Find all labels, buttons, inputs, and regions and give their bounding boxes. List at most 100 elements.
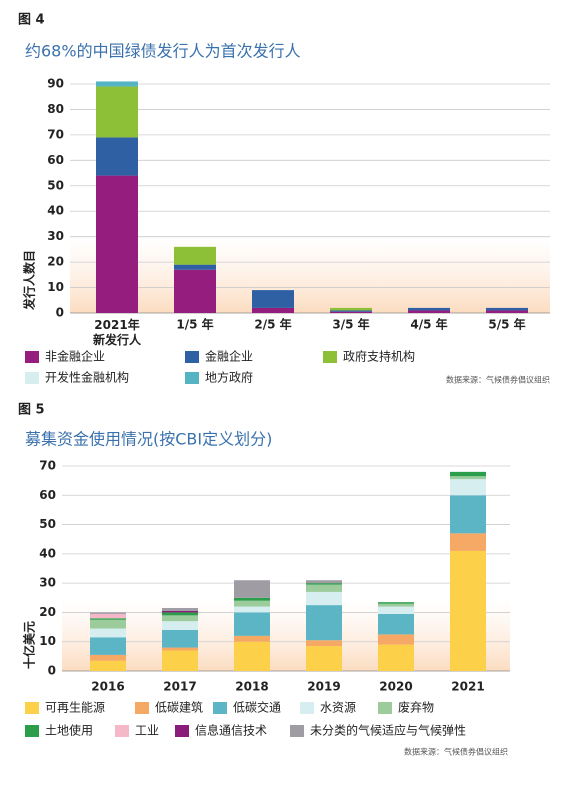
y-tick-label: 30	[39, 576, 56, 590]
bar-segment	[450, 476, 486, 480]
bar-segment	[378, 602, 414, 604]
bar-segment	[234, 641, 270, 671]
y-tick-label: 50	[47, 178, 64, 192]
legend-label: 信息通信技术	[195, 723, 267, 738]
bar-segment	[234, 612, 270, 636]
y-tick-label: 70	[39, 459, 56, 473]
legend-swatch	[300, 702, 314, 714]
legend-swatch	[290, 725, 304, 737]
bar-segment	[162, 630, 198, 648]
x-tick-label: 4/5 年	[410, 317, 447, 332]
legend-swatch	[378, 702, 392, 714]
bar-segment	[234, 600, 270, 607]
bar-segment	[450, 550, 486, 671]
bar-segment	[378, 606, 414, 614]
legend-swatch	[213, 702, 227, 714]
legend-swatch	[185, 372, 199, 384]
x-tick-label: 2017	[163, 680, 196, 694]
y-tick-label: 40	[39, 546, 56, 560]
legend-label: 土地使用	[45, 723, 93, 738]
legend-swatch	[135, 702, 149, 714]
bar-segment	[96, 175, 138, 313]
bar-segment	[450, 471, 486, 477]
bar-segment	[162, 647, 198, 651]
chart-title: 募集资金使用情况(按CBI定义划分)	[25, 430, 272, 449]
y-tick-label: 50	[39, 517, 56, 531]
x-tick-label: 2021	[451, 680, 484, 694]
y-axis-title: 十亿美元	[22, 621, 37, 669]
legend-label: 废弃物	[398, 700, 434, 715]
bar-segment	[96, 86, 138, 138]
x-tick-label: 2019	[307, 680, 340, 694]
bar-segment	[378, 613, 414, 635]
x-tick-label: 2016	[91, 680, 124, 694]
legend-swatch	[25, 372, 39, 384]
bar-segment	[450, 533, 486, 551]
source-note: 数据来源：气候债券倡议组织	[446, 375, 550, 385]
background-band	[70, 238, 550, 313]
source-note: 数据来源：气候债券倡议组织	[404, 747, 508, 757]
legend-label: 政府支持机构	[343, 349, 415, 364]
legend-label: 非金融企业	[45, 349, 105, 364]
y-tick-label: 20	[47, 255, 64, 269]
bar-segment	[330, 310, 372, 312]
legend-swatch	[323, 351, 337, 363]
bar-segment	[90, 628, 126, 638]
x-tick-label: 5/5 年	[488, 317, 525, 332]
x-tick-label: 1/5 年	[176, 317, 213, 332]
y-tick-label: 40	[47, 204, 64, 218]
bar-segment	[96, 137, 138, 176]
bar-segment	[90, 637, 126, 655]
y-tick-label: 70	[47, 127, 64, 141]
bar-segment	[378, 644, 414, 671]
bar-segment	[90, 618, 126, 620]
bar-segment	[252, 290, 294, 308]
bar-segment	[162, 621, 198, 630]
legend-label: 低碳交通	[233, 700, 281, 715]
legend-swatch	[115, 725, 129, 737]
bar-segment	[306, 640, 342, 647]
x-tick-label: 3/5 年	[332, 317, 369, 332]
y-tick-label: 80	[47, 102, 64, 116]
bar-segment	[90, 619, 126, 629]
legend-label: 开发性金融机构	[45, 370, 129, 385]
y-tick-label: 90	[47, 77, 64, 91]
bar-segment	[306, 584, 342, 592]
bar-segment	[306, 591, 342, 606]
figure-label: 图 4	[18, 13, 45, 28]
bar-segment	[96, 81, 138, 87]
legend-swatch	[175, 725, 189, 737]
chart-title: 约68%的中国绿债发行人为首次发行人	[25, 42, 301, 61]
x-tick-label: 2/5 年	[254, 317, 291, 332]
legend-label: 低碳建筑	[155, 700, 203, 715]
y-tick-label: 10	[39, 634, 56, 648]
legend-label: 工业	[135, 724, 159, 738]
bar-segment	[90, 612, 126, 614]
bar-segment	[174, 269, 216, 313]
x-tick-label: 2021年新发行人	[93, 317, 142, 347]
y-tick-label: 0	[48, 664, 56, 678]
legend-swatch	[25, 702, 39, 714]
legend-label: 金融企业	[205, 349, 253, 364]
bar-segment	[306, 583, 342, 585]
y-tick-label: 20	[39, 605, 56, 619]
bar-segment	[330, 307, 372, 311]
bar-segment	[90, 613, 126, 619]
bar-segment	[486, 307, 528, 311]
y-tick-label: 30	[47, 229, 64, 243]
y-tick-label: 60	[47, 153, 64, 167]
y-tick-label: 10	[47, 280, 64, 294]
legend-label: 未分类的气候适应与气候弹性	[310, 723, 466, 738]
legend-swatch	[25, 725, 39, 737]
bar-segment	[408, 307, 450, 311]
legend-swatch	[25, 351, 39, 363]
bar-segment	[450, 495, 486, 534]
bar-segment	[162, 650, 198, 671]
bar-segment	[174, 246, 216, 265]
bar-segment	[234, 606, 270, 613]
legend-label: 地方政府	[205, 370, 253, 385]
bar-segment	[408, 310, 450, 313]
bar-segment	[234, 635, 270, 642]
bar-segment	[234, 580, 270, 598]
